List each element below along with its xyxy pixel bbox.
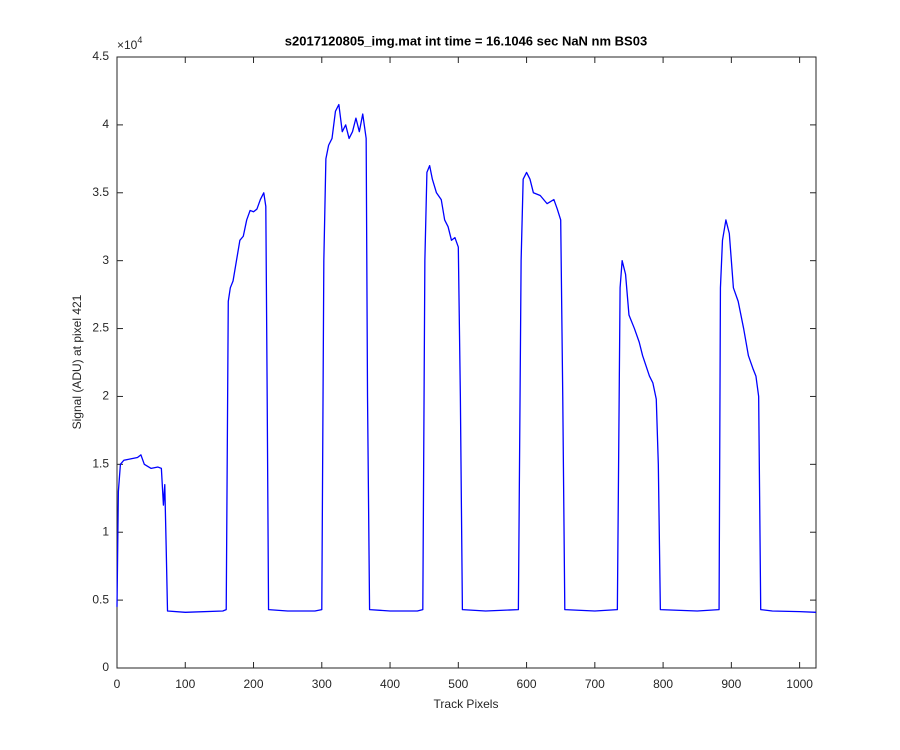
- x-tick-label: 900: [721, 677, 741, 691]
- x-axis-label: Track Pixels: [434, 697, 499, 711]
- y-tick-label: 2: [102, 389, 109, 403]
- x-tick-label: 400: [380, 677, 400, 691]
- x-tick-label: 600: [517, 677, 537, 691]
- y-tick-label: 4: [102, 117, 109, 131]
- x-tick-label: 700: [585, 677, 605, 691]
- y-exponent-base: ×10: [117, 38, 138, 52]
- y-exponent-power: 4: [137, 35, 142, 45]
- y-exponent: ×104: [117, 35, 142, 52]
- x-tick-label: 0: [114, 677, 121, 691]
- y-tick-label: 2.5: [92, 321, 109, 335]
- y-axis-label: Signal (ADU) at pixel 421: [70, 294, 84, 429]
- x-tick-label: 500: [448, 677, 468, 691]
- y-tick-label: 3: [102, 253, 109, 267]
- plot-frame: [116, 56, 817, 669]
- signal-line: [116, 103, 817, 613]
- y-tick-label: 0.5: [92, 592, 109, 606]
- y-tick-label: 3.5: [92, 185, 109, 199]
- x-tick-label: 100: [175, 677, 195, 691]
- y-tick-label: 0: [102, 660, 109, 674]
- x-tick-label: 1000: [786, 677, 813, 691]
- x-tick-label: 800: [653, 677, 673, 691]
- chart-title: s2017120805_img.mat int time = 16.1046 s…: [285, 33, 647, 48]
- y-tick-label: 1: [102, 524, 109, 538]
- x-tick-label: 300: [312, 677, 332, 691]
- y-tick-label: 4.5: [92, 49, 109, 63]
- y-tick-label: 1.5: [92, 457, 109, 471]
- x-tick-label: 200: [244, 677, 264, 691]
